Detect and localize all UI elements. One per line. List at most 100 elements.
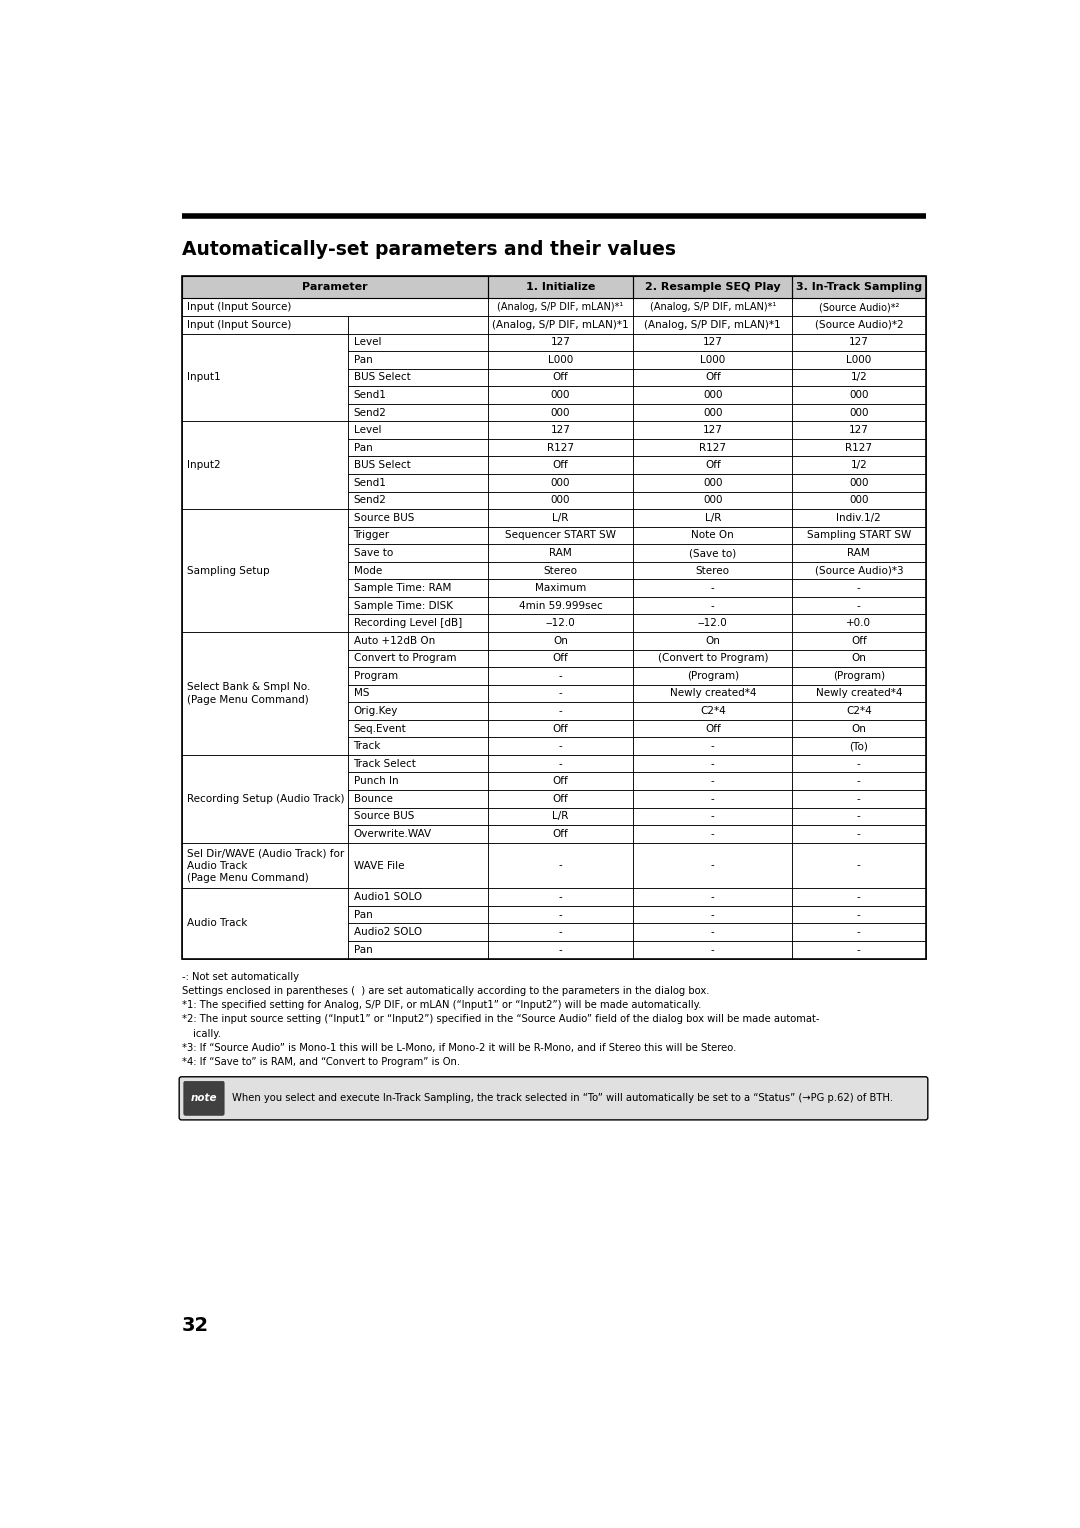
Text: Pan: Pan bbox=[353, 909, 373, 920]
Text: WAVE File: WAVE File bbox=[353, 860, 404, 871]
Text: -: - bbox=[558, 671, 563, 681]
Bar bbox=[181, 333, 348, 422]
Bar bbox=[488, 275, 633, 298]
Text: Sampling Setup: Sampling Setup bbox=[187, 565, 270, 576]
Text: Auto +12dB On: Auto +12dB On bbox=[353, 636, 435, 646]
Bar bbox=[633, 439, 793, 457]
Bar bbox=[348, 527, 488, 544]
Text: BUS Select: BUS Select bbox=[353, 373, 410, 382]
Text: On: On bbox=[851, 654, 866, 663]
Text: R127: R127 bbox=[546, 443, 573, 452]
Bar bbox=[488, 316, 633, 333]
Bar bbox=[793, 562, 926, 579]
Text: Recording Level [dB]: Recording Level [dB] bbox=[353, 619, 462, 628]
Bar bbox=[488, 422, 633, 439]
Bar bbox=[348, 720, 488, 738]
Text: Automatically-set parameters and their values: Automatically-set parameters and their v… bbox=[181, 240, 675, 258]
Text: Level: Level bbox=[353, 425, 381, 435]
Text: Send1: Send1 bbox=[353, 478, 387, 487]
Text: Convert to Program: Convert to Program bbox=[353, 654, 456, 663]
Bar bbox=[633, 422, 793, 439]
Bar bbox=[488, 544, 633, 562]
Bar bbox=[793, 509, 926, 527]
Text: Source BUS: Source BUS bbox=[353, 513, 414, 523]
Bar bbox=[633, 923, 793, 941]
Text: 3. In-Track Sampling: 3. In-Track Sampling bbox=[796, 283, 922, 292]
Text: 127: 127 bbox=[703, 425, 723, 435]
Bar bbox=[633, 387, 793, 403]
Text: Parameter: Parameter bbox=[301, 283, 367, 292]
Text: R127: R127 bbox=[699, 443, 726, 452]
Bar bbox=[633, 457, 793, 474]
Text: *3: If “Source Audio” is Mono-1 this will be L-Mono, if Mono-2 it will be R-Mono: *3: If “Source Audio” is Mono-1 this wil… bbox=[181, 1044, 735, 1053]
Bar bbox=[181, 888, 348, 958]
Text: Stereo: Stereo bbox=[696, 565, 730, 576]
Bar bbox=[633, 808, 793, 825]
Bar bbox=[793, 906, 926, 923]
Bar bbox=[348, 773, 488, 790]
Bar bbox=[793, 298, 926, 316]
Text: -: - bbox=[856, 584, 861, 593]
Text: On: On bbox=[553, 636, 568, 646]
Bar bbox=[181, 633, 348, 755]
Text: 000: 000 bbox=[849, 408, 868, 417]
Bar bbox=[633, 668, 793, 685]
Bar bbox=[348, 923, 488, 941]
Text: 127: 127 bbox=[551, 425, 570, 435]
Text: L000: L000 bbox=[700, 354, 726, 365]
Text: -: - bbox=[711, 909, 715, 920]
Text: L/R: L/R bbox=[552, 811, 569, 822]
Bar bbox=[633, 597, 793, 614]
Bar bbox=[793, 422, 926, 439]
Bar bbox=[793, 755, 926, 773]
Bar bbox=[633, 298, 793, 316]
Text: -: - bbox=[856, 601, 861, 611]
Bar bbox=[633, 720, 793, 738]
Text: 000: 000 bbox=[849, 390, 868, 400]
Bar bbox=[348, 738, 488, 755]
Bar bbox=[348, 755, 488, 773]
Text: Overwrite.WAV: Overwrite.WAV bbox=[353, 828, 432, 839]
Text: -: - bbox=[711, 828, 715, 839]
Text: (Analog, S/P DIF, mLAN)*¹: (Analog, S/P DIF, mLAN)*¹ bbox=[650, 303, 775, 312]
Bar bbox=[348, 368, 488, 387]
Bar bbox=[181, 275, 926, 958]
Text: -: - bbox=[856, 944, 861, 955]
Text: Off: Off bbox=[553, 654, 568, 663]
Text: When you select and execute In-Track Sampling, the track selected in “To” will a: When you select and execute In-Track Sam… bbox=[232, 1094, 893, 1103]
Bar bbox=[793, 843, 926, 888]
Text: -: - bbox=[711, 860, 715, 871]
Bar bbox=[488, 527, 633, 544]
Bar bbox=[793, 597, 926, 614]
Bar bbox=[793, 439, 926, 457]
Text: -: - bbox=[711, 601, 715, 611]
Bar bbox=[793, 351, 926, 368]
Bar bbox=[633, 351, 793, 368]
Text: L000: L000 bbox=[847, 354, 872, 365]
Bar bbox=[793, 720, 926, 738]
Bar bbox=[793, 579, 926, 597]
Text: Pan: Pan bbox=[353, 944, 373, 955]
Text: note: note bbox=[191, 1094, 217, 1103]
Text: 32: 32 bbox=[181, 1316, 208, 1335]
Bar bbox=[793, 403, 926, 422]
Text: Off: Off bbox=[851, 636, 867, 646]
Text: (Source Audio)*3: (Source Audio)*3 bbox=[814, 565, 903, 576]
Bar bbox=[488, 597, 633, 614]
Text: Newly created*4: Newly created*4 bbox=[670, 689, 756, 698]
Bar bbox=[793, 333, 926, 351]
Text: Pan: Pan bbox=[353, 443, 373, 452]
Text: ‒12.0: ‒12.0 bbox=[698, 619, 728, 628]
Bar bbox=[633, 755, 793, 773]
Text: -: - bbox=[558, 909, 563, 920]
Bar bbox=[793, 492, 926, 509]
Bar bbox=[793, 773, 926, 790]
Text: -: - bbox=[711, 741, 715, 752]
Bar bbox=[793, 790, 926, 808]
Bar bbox=[793, 544, 926, 562]
Bar bbox=[348, 403, 488, 422]
Bar bbox=[793, 685, 926, 703]
Bar bbox=[348, 906, 488, 923]
Text: +0.0: +0.0 bbox=[847, 619, 872, 628]
Text: BUS Select: BUS Select bbox=[353, 460, 410, 471]
